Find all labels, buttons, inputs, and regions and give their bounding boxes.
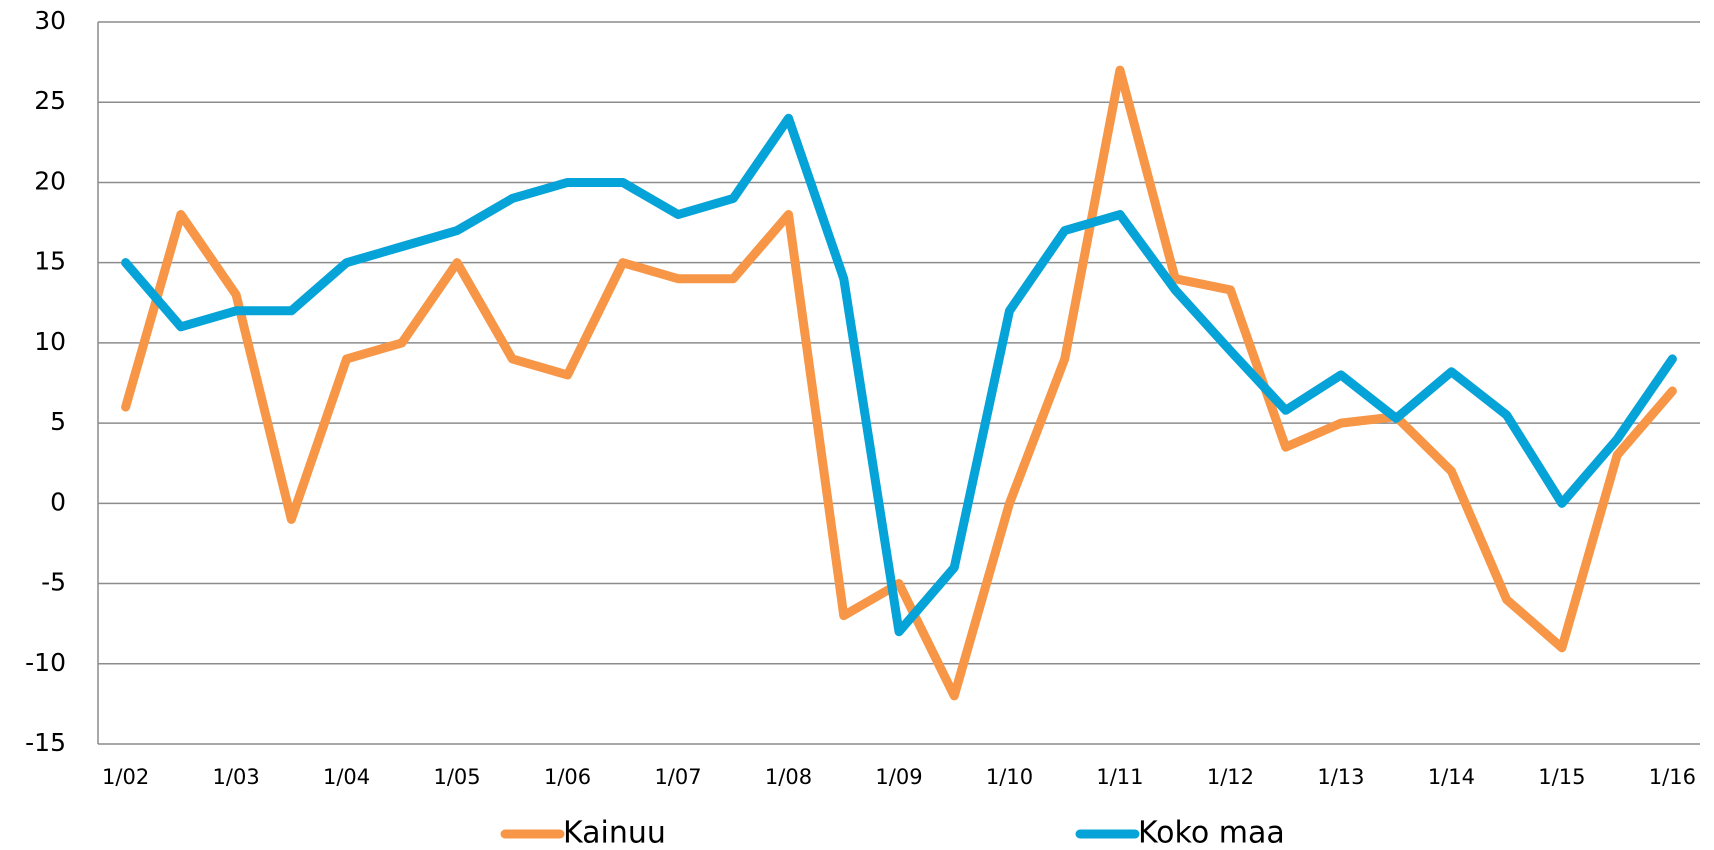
x-tick-label: 1/02: [102, 765, 149, 789]
x-tick-label: 1/16: [1649, 765, 1696, 789]
line-series: [121, 113, 1677, 637]
x-tick-label: 1/09: [875, 765, 922, 789]
x-tick-label: 1/05: [433, 765, 480, 789]
y-tick-label: 15: [34, 247, 66, 276]
x-tick-label: 1/13: [1317, 765, 1364, 789]
x-tick-label: 1/12: [1207, 765, 1254, 789]
x-tick-label: 1/08: [765, 765, 812, 789]
x-tick-label: 1/11: [1096, 765, 1143, 789]
x-tick-label: 1/14: [1428, 765, 1475, 789]
y-tick-label: 0: [50, 487, 66, 516]
y-tick-label: 30: [34, 6, 66, 35]
x-tick-label: 1/15: [1538, 765, 1585, 789]
x-tick-label: 1/04: [323, 765, 370, 789]
y-tick-label: 5: [50, 407, 66, 436]
legend-label: Koko maa: [1138, 816, 1285, 850]
line-series: [121, 65, 1677, 701]
x-tick-label: 1/07: [654, 765, 701, 789]
x-tick-label: 1/03: [213, 765, 260, 789]
y-tick-label: 25: [34, 86, 66, 115]
legend-label: Kainuu: [563, 816, 666, 850]
y-tick-label: -15: [25, 728, 66, 757]
y-tick-label: 20: [34, 166, 66, 195]
y-tick-label: -5: [41, 568, 66, 597]
x-tick-label: 1/06: [544, 765, 591, 789]
y-tick-label: 10: [34, 327, 66, 356]
x-tick-label: 1/10: [986, 765, 1033, 789]
y-tick-label: -10: [25, 648, 66, 677]
